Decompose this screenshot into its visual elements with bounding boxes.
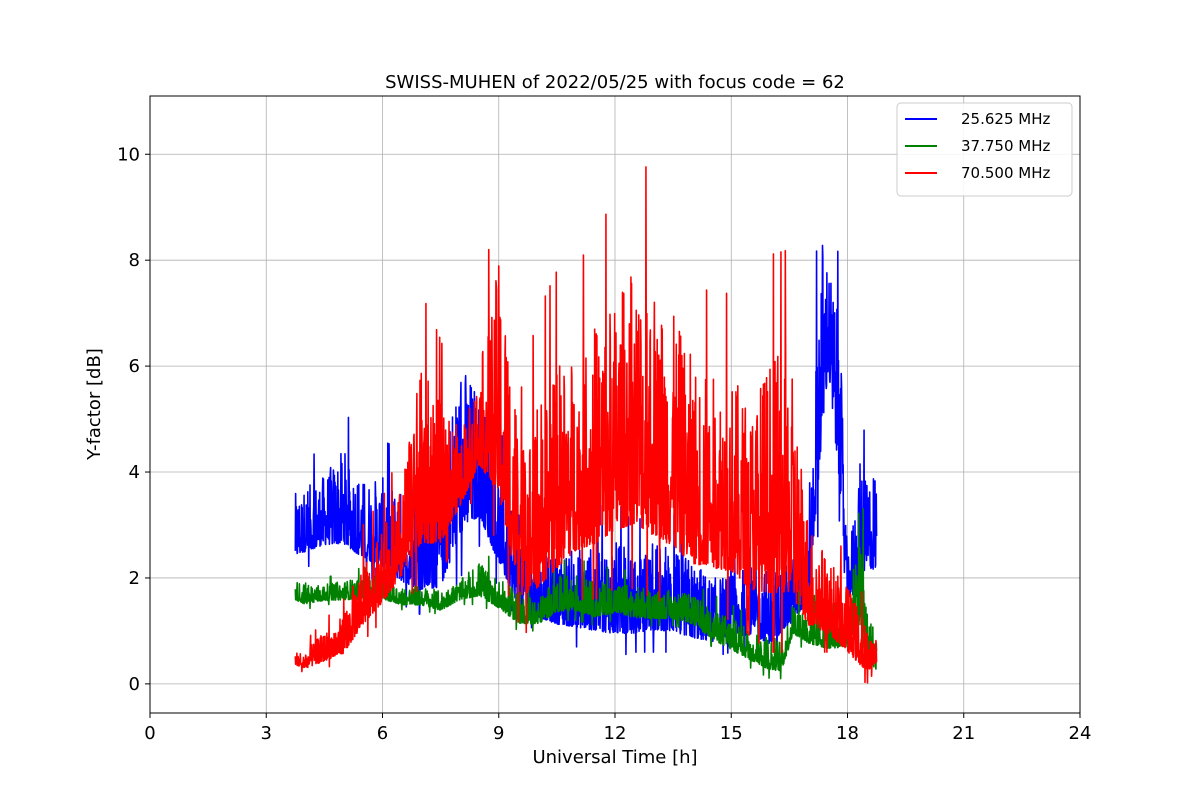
x-tick-label: 0 bbox=[144, 723, 155, 744]
x-tick-label: 12 bbox=[604, 723, 627, 744]
x-tick-label: 6 bbox=[377, 723, 388, 744]
x-tick-label: 18 bbox=[836, 723, 859, 744]
x-tick-label: 24 bbox=[1069, 723, 1092, 744]
x-tick-label: 15 bbox=[720, 723, 743, 744]
y-tick-label: 8 bbox=[129, 250, 140, 271]
legend-label: 70.500 MHz bbox=[961, 164, 1050, 182]
legend: 25.625 MHz 37.750 MHz 70.500 MHz bbox=[896, 102, 1073, 197]
y-tick-label: 0 bbox=[129, 674, 140, 695]
x-tick-label: 9 bbox=[493, 723, 504, 744]
x-tick-label: 21 bbox=[952, 723, 975, 744]
y-tick-label: 4 bbox=[129, 462, 140, 483]
y-axis-label: Y-factor [dB] bbox=[84, 348, 105, 461]
series-line-3 bbox=[294, 166, 878, 684]
y-tick-label: 2 bbox=[129, 568, 140, 589]
plot-area bbox=[294, 166, 878, 684]
chart-title: SWISS-MUHEN of 2022/05/25 with focus cod… bbox=[385, 72, 845, 93]
legend-box bbox=[896, 102, 1073, 197]
series-line-2 bbox=[294, 507, 878, 680]
legend-label: 25.625 MHz bbox=[961, 110, 1050, 128]
legend-label: 37.750 MHz bbox=[961, 137, 1050, 155]
y-tick-label: 10 bbox=[117, 144, 140, 165]
x-tick-label: 3 bbox=[261, 723, 272, 744]
y-tick-label: 6 bbox=[129, 356, 140, 377]
x-axis-label: Universal Time [h] bbox=[532, 747, 697, 768]
